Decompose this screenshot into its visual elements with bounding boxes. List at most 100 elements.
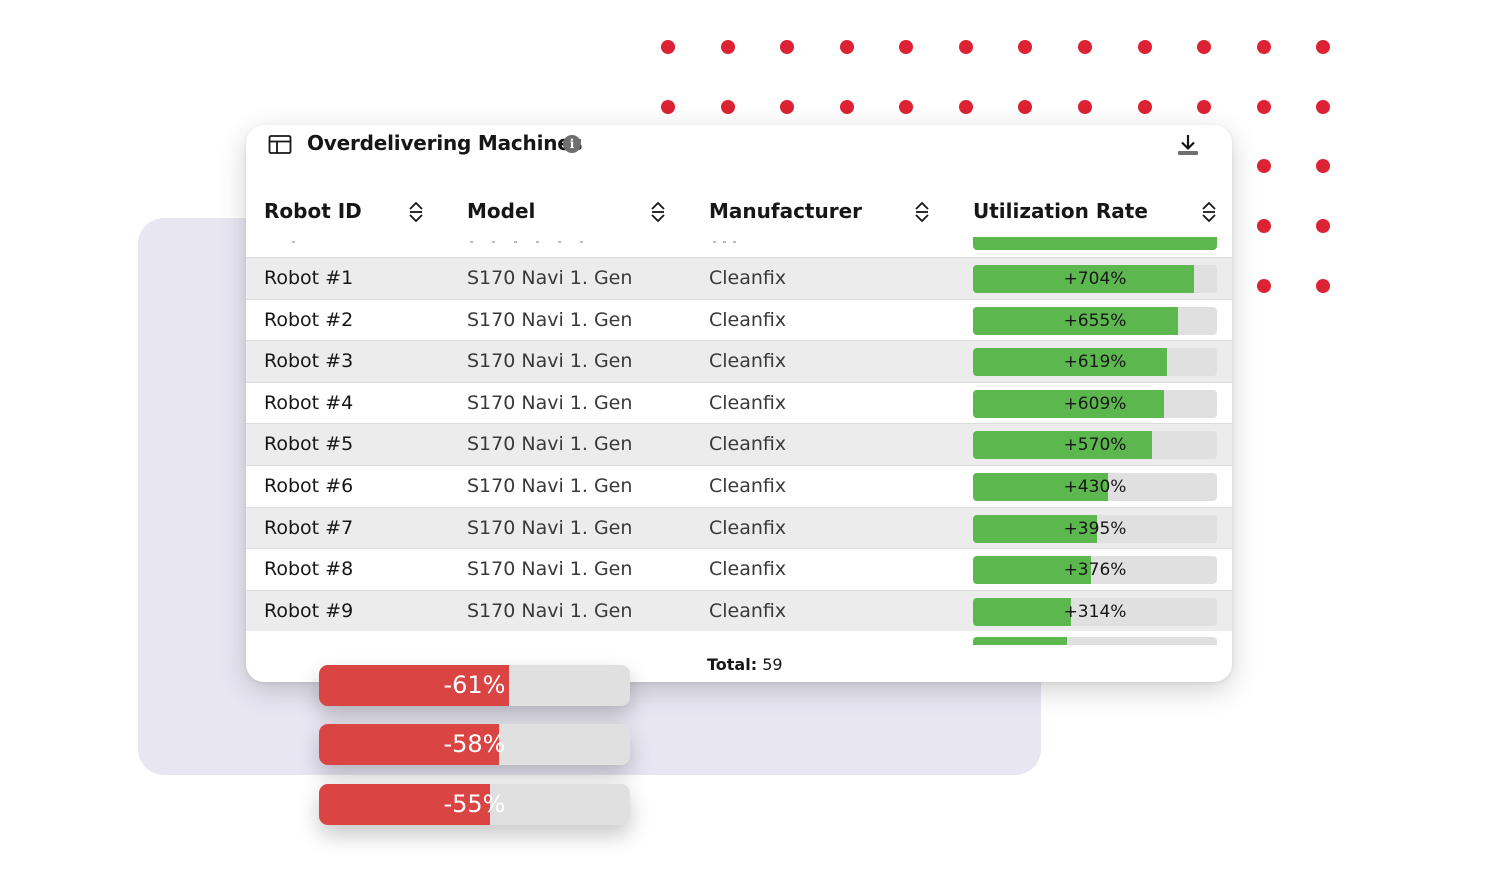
- underdelivering-rate-bar: -61%: [319, 665, 630, 706]
- utilization-rate-label: +570%: [1063, 435, 1127, 456]
- decorative-dot: [1138, 100, 1152, 114]
- robot-id-cell: Robot #4: [264, 391, 354, 414]
- model-cell: S170 Navi 1. Gen: [467, 558, 633, 581]
- decorative-dot: [1257, 40, 1271, 54]
- decorative-dot: [899, 100, 913, 114]
- manufacturer-cell: Cleanfix: [709, 391, 787, 414]
- utilization-bar-fill: [973, 431, 1152, 460]
- underdelivering-rate-label: -55%: [443, 790, 506, 818]
- manufacturer-cell: Cleanfix: [709, 350, 787, 373]
- decorative-dot: [1316, 100, 1330, 114]
- utilization-bar-fill: [973, 348, 1167, 377]
- utilization-bar-fill: [973, 389, 1165, 418]
- decorative-dot: [1257, 159, 1271, 173]
- info-icon[interactable]: i: [563, 135, 581, 153]
- manufacturer-cell: Cleanfix: [709, 308, 787, 331]
- underdelivering-rate-fill: [319, 724, 500, 765]
- utilization-bar-fill: [973, 472, 1108, 501]
- robot-id-cell: Robot #1: [264, 267, 354, 289]
- utilization-bar: +609%: [973, 389, 1217, 418]
- model-cell: S170 Navi 1. Gen: [467, 599, 633, 622]
- underdelivering-rate-bar: -55%: [319, 784, 630, 825]
- decorative-dot: [721, 40, 735, 54]
- utilization-bar: +570%: [973, 431, 1217, 460]
- utilization-bar-fill: [973, 597, 1072, 626]
- utilization-bar: +619%: [973, 348, 1217, 377]
- model-cell: S170 Navi 1. Gen: [467, 516, 633, 539]
- utilization-rate-label: +609%: [1063, 393, 1127, 414]
- utilization-rate-label: +430%: [1063, 476, 1127, 497]
- robot-id-cell: Robot #3: [264, 350, 354, 373]
- utilization-rate-label: +619%: [1063, 352, 1127, 373]
- decorative-dot: [721, 100, 735, 114]
- header-model[interactable]: Model: [467, 199, 536, 223]
- robot-id-cell: Robot #9: [264, 599, 354, 622]
- underdelivering-rate-label: -61%: [443, 671, 506, 699]
- model-cell: S170 Navi 1. Gen: [467, 350, 633, 373]
- table-row[interactable]: Robot #3 S170 Navi 1. Gen Cleanfix +619%: [246, 340, 1232, 382]
- header-robot-id[interactable]: Robot ID: [264, 199, 362, 223]
- table-row[interactable]: Robot #4 S170 Navi 1. Gen Cleanfix +609%: [246, 381, 1232, 424]
- utilization-bar-fill: [973, 514, 1097, 543]
- robot-id-cell: Robot #8: [264, 558, 354, 581]
- header-manufacturer[interactable]: Manufacturer: [709, 199, 863, 223]
- sort-icon[interactable]: [1200, 201, 1218, 223]
- sort-icon[interactable]: [407, 201, 425, 223]
- manufacturer-cell: Cleanfix: [709, 474, 787, 497]
- header-utilization-rate[interactable]: Utilization Rate: [973, 199, 1148, 223]
- table-row[interactable]: Robot #5 S170 Navi 1. Gen Cleanfix +570%: [246, 423, 1232, 465]
- utilization-bar: +314%: [973, 597, 1217, 626]
- utilization-bar-fill: [973, 306, 1178, 335]
- underdelivering-rate-fill: [319, 784, 491, 825]
- manufacturer-cell: Cleanfix: [709, 558, 787, 581]
- robot-id-cell: Robot #5: [264, 433, 354, 456]
- scrolled-row-remnant: [246, 237, 1232, 257]
- utilization-bar: +704%: [973, 265, 1217, 293]
- utilization-bar: +376%: [973, 556, 1217, 585]
- utilization-rate-label: +314%: [1063, 601, 1127, 622]
- decorative-dot: [1078, 40, 1092, 54]
- decorative-dot: [661, 100, 675, 114]
- sort-icon[interactable]: [913, 201, 931, 223]
- table-row[interactable]: Robot #8 S170 Navi 1. Gen Cleanfix +376%: [246, 548, 1232, 590]
- card-title: Overdelivering Machines: [307, 131, 583, 155]
- decorative-dot: [1316, 279, 1330, 293]
- table-row[interactable]: Robot #2 S170 Navi 1. Gen Cleanfix +655%: [246, 298, 1232, 341]
- robot-id-cell: Robot #7: [264, 516, 354, 539]
- robot-id-cell: Robot #2: [264, 308, 354, 331]
- sort-icon[interactable]: [649, 201, 667, 223]
- total-value: 59: [762, 655, 783, 674]
- utilization-rate-label: +376%: [1063, 560, 1127, 581]
- decorative-dot: [1316, 159, 1330, 173]
- download-icon[interactable]: [1176, 133, 1200, 157]
- utilization-bar: +395%: [973, 514, 1217, 543]
- manufacturer-cell: Cleanfix: [709, 267, 787, 289]
- model-cell: S170 Navi 1. Gen: [467, 391, 633, 414]
- decorative-dot: [959, 40, 973, 54]
- decorative-dot: [1197, 100, 1211, 114]
- decorative-dot: [780, 100, 794, 114]
- decorative-dot: [1257, 100, 1271, 114]
- model-cell: S170 Navi 1. Gen: [467, 267, 633, 289]
- table-header: Robot ID Model Manufacturer Utilization …: [246, 187, 1232, 237]
- table-row[interactable]: Robot #6 S170 Navi 1. Gen Cleanfix +430%: [246, 464, 1232, 507]
- decorative-dot: [1257, 279, 1271, 293]
- decorative-dot: [1018, 40, 1032, 54]
- decorative-dot: [959, 100, 973, 114]
- decorative-dot: [840, 100, 854, 114]
- utilization-rate-label: +395%: [1063, 518, 1127, 539]
- manufacturer-cell: Cleanfix: [709, 516, 787, 539]
- decorative-dot: [780, 40, 794, 54]
- table-row[interactable]: Robot #9 S170 Navi 1. Gen Cleanfix +314%: [246, 589, 1232, 632]
- table-icon: [268, 135, 292, 154]
- underdelivering-rate-bar: -58%: [319, 724, 630, 765]
- utilization-bar: +655%: [973, 306, 1217, 335]
- table-row[interactable]: Robot #1 S170 Navi 1. Gen Cleanfix +704%: [246, 257, 1232, 299]
- decorative-dot: [1078, 100, 1092, 114]
- table-body: Robot #1 S170 Navi 1. Gen Cleanfix +704%…: [246, 257, 1232, 632]
- manufacturer-cell: Cleanfix: [709, 433, 787, 456]
- decorative-dot: [899, 40, 913, 54]
- underdelivering-rate-fill: [319, 665, 509, 706]
- decorative-dot: [1257, 219, 1271, 233]
- table-row[interactable]: Robot #7 S170 Navi 1. Gen Cleanfix +395%: [246, 506, 1232, 549]
